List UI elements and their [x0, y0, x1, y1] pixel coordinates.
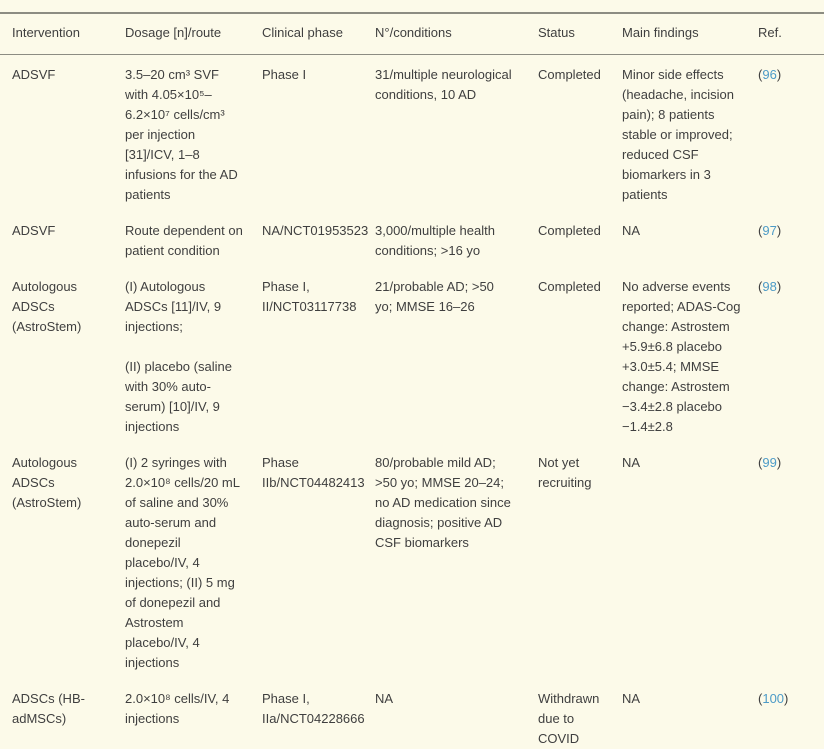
cell-clinical-phase: Phase I: [262, 55, 375, 206]
table-row: ADSVF Route dependent on patient conditi…: [0, 205, 824, 261]
ref-link[interactable]: 96: [762, 67, 777, 82]
ref-paren: (: [758, 455, 763, 470]
cell-status: Completed: [538, 205, 622, 261]
table-row: ADSVF 3.5–20 cm³ SVF with 4.05×10⁵–6.2×1…: [0, 55, 824, 206]
cell-intervention: Autologous ADSCs (AstroStem): [0, 261, 125, 437]
status-text: Withdrawn due to COVID: [538, 691, 600, 746]
column-header-intervention: Intervention: [0, 12, 125, 55]
clinical-trials-table: Intervention Dosage [n]/route Clinical p…: [0, 12, 824, 749]
column-header-main-findings: Main findings: [622, 12, 758, 55]
cell-ref: (100): [758, 673, 824, 749]
intervention-text: ADSCs (HB-adMSCs): [12, 691, 85, 726]
cell-clinical-phase: NA/NCT01953523: [262, 205, 375, 261]
ref-link[interactable]: 97: [762, 223, 777, 238]
cell-ref: (98): [758, 261, 824, 437]
dosage-text: 2.0×10⁸ cells/IV, 4 injections: [125, 691, 230, 726]
ref-paren: ): [776, 455, 782, 470]
clinical-phase-text: NA/NCT01953523: [262, 223, 369, 238]
ref-link[interactable]: 99: [762, 455, 777, 470]
column-header-status: Status: [538, 12, 622, 55]
n-conditions-text: 21/probable AD; >50 yo; MMSE 16–26: [375, 279, 494, 314]
status-text: Not yet recruiting: [538, 455, 592, 490]
cell-dosage: Route dependent on patient condition: [125, 205, 262, 261]
ref-paren: ): [776, 279, 782, 294]
cell-n-conditions: 21/probable AD; >50 yo; MMSE 16–26: [375, 261, 538, 437]
table-row: ADSCs (HB-adMSCs) 2.0×10⁸ cells/IV, 4 in…: [0, 673, 824, 749]
table-row: Autologous ADSCs (AstroStem) (I) 2 syrin…: [0, 437, 824, 673]
n-conditions-text: 3,000/multiple health conditions; >16 yo: [375, 223, 495, 258]
table-header-row: Intervention Dosage [n]/route Clinical p…: [0, 12, 824, 55]
cell-main-findings: Minor side effects (headache, incision p…: [622, 55, 758, 206]
cell-clinical-phase: Phase IIb/NCT04482413: [262, 437, 375, 673]
cell-status: Completed: [538, 261, 622, 437]
table-row: Autologous ADSCs (AstroStem) (I) Autolog…: [0, 261, 824, 437]
clinical-phase-text: Phase I, II/NCT03117738: [262, 279, 357, 314]
main-findings-text: NA: [622, 455, 641, 470]
ref-paren: ): [776, 67, 782, 82]
status-text: Completed: [538, 67, 601, 82]
ref-link[interactable]: 98: [762, 279, 777, 294]
ref-link[interactable]: 100: [762, 691, 785, 706]
cell-n-conditions: 31/multiple neurological conditions, 10 …: [375, 55, 538, 206]
cell-main-findings: NA: [622, 673, 758, 749]
cell-dosage: (I) 2 syringes with 2.0×10⁸ cells/20 mL …: [125, 437, 262, 673]
clinical-phase-text: Phase I: [262, 67, 307, 82]
cell-status: Not yet recruiting: [538, 437, 622, 673]
main-findings-text: Minor side effects (headache, incision p…: [622, 67, 735, 202]
dosage-text: (II) placebo (saline with 30% auto-serum…: [125, 359, 232, 434]
column-header-clinical-phase: Clinical phase: [262, 12, 375, 55]
status-text: Completed: [538, 279, 601, 294]
main-findings-text: NA: [622, 691, 641, 706]
cell-ref: (97): [758, 205, 824, 261]
status-text: Completed: [538, 223, 601, 238]
clinical-phase-text: Phase I, IIa/NCT04228666: [262, 691, 365, 726]
intervention-text: Autologous ADSCs (AstroStem): [12, 455, 82, 510]
ref-paren: ): [776, 223, 782, 238]
ref-paren: ): [784, 691, 789, 706]
ref-paren: (: [758, 279, 763, 294]
column-header-n-conditions: N°/conditions: [375, 12, 538, 55]
dosage-text: (I) 2 syringes with 2.0×10⁸ cells/20 mL …: [125, 455, 240, 670]
dosage-text: 3.5–20 cm³ SVF with 4.05×10⁵–6.2×10⁷ cel…: [125, 67, 238, 202]
cell-clinical-phase: Phase I, IIa/NCT04228666: [262, 673, 375, 749]
cell-status: Completed: [538, 55, 622, 206]
main-findings-text: No adverse events reported; ADAS-Cog cha…: [622, 279, 741, 434]
cell-main-findings: No adverse events reported; ADAS-Cog cha…: [622, 261, 758, 437]
cell-intervention: ADSVF: [0, 205, 125, 261]
dosage-text: (I) Autologous ADSCs [11]/IV, 9 injectio…: [125, 279, 222, 334]
n-conditions-text: NA: [375, 691, 394, 706]
ref-paren: (: [758, 691, 763, 706]
intervention-text: Autologous ADSCs (AstroStem): [12, 279, 82, 334]
cell-main-findings: NA: [622, 205, 758, 261]
cell-main-findings: NA: [622, 437, 758, 673]
n-conditions-text: 80/probable mild AD; >50 yo; MMSE 20–24;…: [375, 455, 511, 550]
cell-n-conditions: 80/probable mild AD; >50 yo; MMSE 20–24;…: [375, 437, 538, 673]
column-header-ref: Ref.: [758, 12, 824, 55]
main-findings-text: NA: [622, 223, 641, 238]
ref-paren: (: [758, 67, 763, 82]
intervention-text: ADSVF: [12, 223, 56, 238]
n-conditions-text: 31/multiple neurological conditions, 10 …: [375, 67, 512, 102]
cell-clinical-phase: Phase I, II/NCT03117738: [262, 261, 375, 437]
cell-dosage: 2.0×10⁸ cells/IV, 4 injections: [125, 673, 262, 749]
cell-intervention: ADSVF: [0, 55, 125, 206]
cell-dosage: 3.5–20 cm³ SVF with 4.05×10⁵–6.2×10⁷ cel…: [125, 55, 262, 206]
cell-intervention: Autologous ADSCs (AstroStem): [0, 437, 125, 673]
clinical-phase-text: Phase IIb/NCT04482413: [262, 455, 365, 490]
cell-status: Withdrawn due to COVID: [538, 673, 622, 749]
dosage-text: Route dependent on patient condition: [125, 223, 243, 258]
cell-ref: (99): [758, 437, 824, 673]
cell-ref: (96): [758, 55, 824, 206]
cell-n-conditions: NA: [375, 673, 538, 749]
intervention-text: ADSVF: [12, 67, 56, 82]
cell-dosage: (I) Autologous ADSCs [11]/IV, 9 injectio…: [125, 261, 262, 437]
cell-intervention: ADSCs (HB-adMSCs): [0, 673, 125, 749]
ref-paren: (: [758, 223, 763, 238]
cell-n-conditions: 3,000/multiple health conditions; >16 yo: [375, 205, 538, 261]
column-header-dosage-route: Dosage [n]/route: [125, 12, 262, 55]
